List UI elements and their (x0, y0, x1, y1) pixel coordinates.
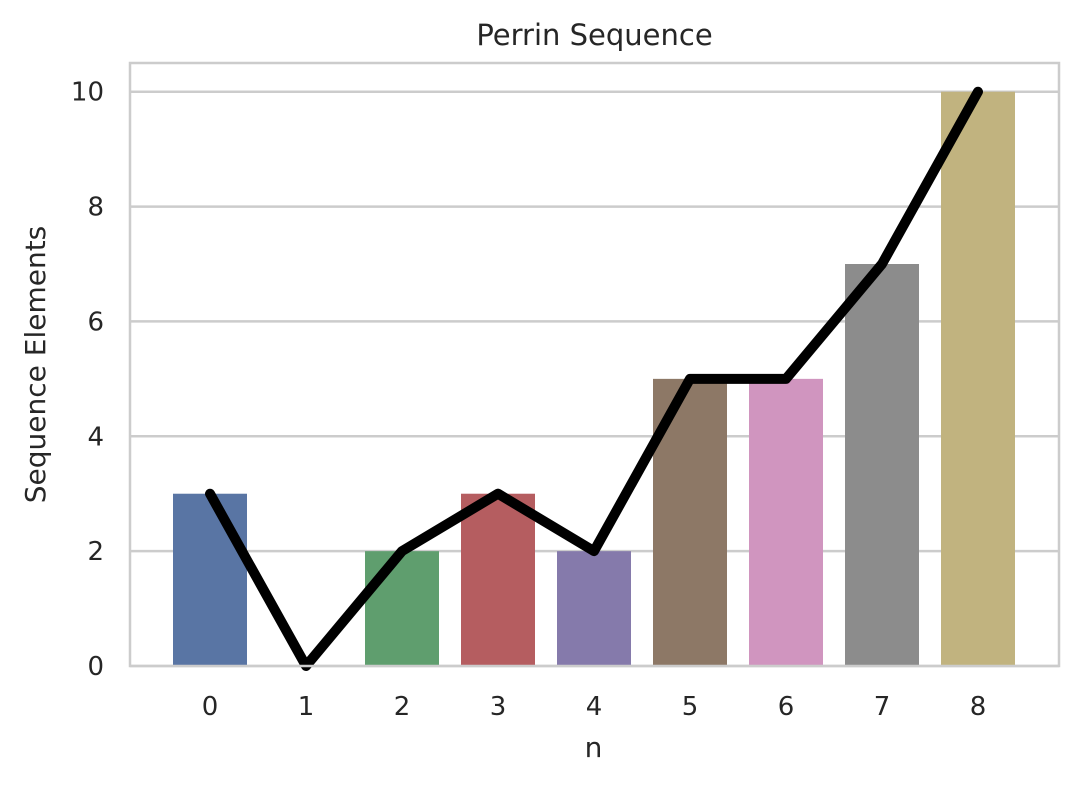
x-axis-label: n (585, 731, 603, 764)
y-tick-labels: 0 2 4 6 8 10 (71, 78, 104, 682)
bar (941, 91, 1015, 666)
x-tick-label: 8 (970, 692, 987, 722)
y-tick-label: 4 (87, 422, 104, 452)
y-tick-label: 0 (87, 652, 104, 682)
bars (173, 91, 1015, 666)
y-axis-label: Sequence Elements (19, 226, 52, 504)
bar (365, 551, 439, 666)
x-tick-label: 3 (490, 692, 507, 722)
bar (173, 493, 247, 666)
bar (557, 551, 631, 666)
x-tick-labels: 0 1 2 3 4 5 6 7 8 (202, 692, 987, 722)
y-tick-label: 10 (71, 78, 104, 108)
bar (461, 493, 535, 666)
y-tick-label: 6 (87, 307, 104, 337)
x-tick-label: 0 (202, 692, 219, 722)
x-tick-label: 7 (874, 692, 891, 722)
x-tick-label: 5 (682, 692, 699, 722)
x-tick-label: 2 (394, 692, 411, 722)
y-tick-label: 8 (87, 193, 104, 223)
bar (845, 264, 919, 666)
bar (749, 378, 823, 666)
x-tick-label: 6 (778, 692, 795, 722)
x-tick-label: 1 (298, 692, 315, 722)
chart-title: Perrin Sequence (476, 18, 712, 52)
y-tick-label: 2 (87, 537, 104, 567)
line-series-path (205, 86, 983, 671)
plot-frame (128, 61, 1061, 668)
line-series (205, 86, 983, 671)
x-tick-label: 4 (586, 692, 603, 722)
